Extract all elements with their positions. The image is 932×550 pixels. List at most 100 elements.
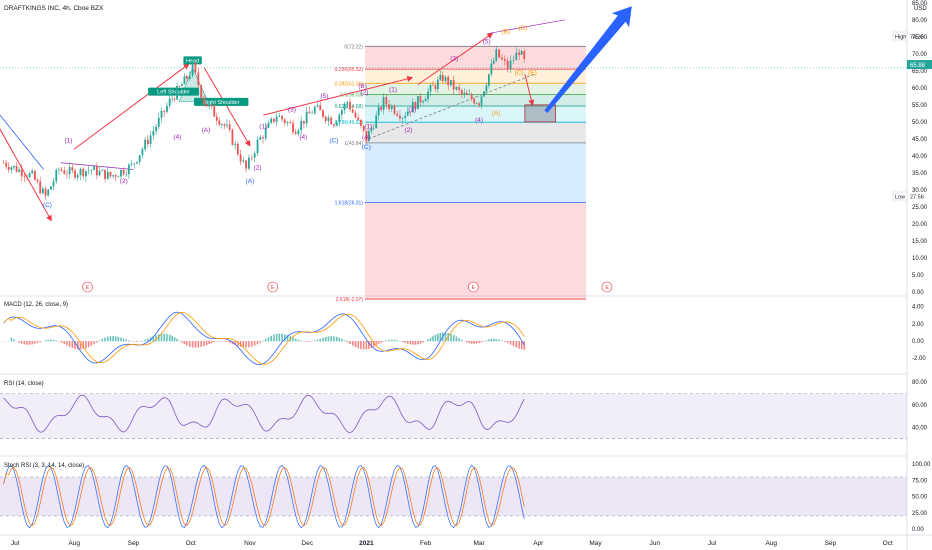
head-shoulders-pattern[interactable] [178, 66, 209, 102]
trendline-blue[interactable] [0, 114, 44, 170]
macd-histogram-bar [133, 341, 136, 342]
trend-arrow-red[interactable] [524, 74, 535, 106]
candle-body [262, 137, 264, 139]
low-value: 27.56 [910, 195, 924, 201]
stoch-pane[interactable]: 100.00 75.00 50.00 25.00 0.00 [0, 462, 931, 533]
macd-histogram-bar [297, 339, 300, 342]
price-tick-label: 75.00 [912, 35, 928, 41]
candle-body [60, 169, 63, 171]
candle-body [523, 50, 526, 59]
macd-signal-line [3, 312, 525, 365]
time-tick-label: Aug [68, 540, 80, 547]
candle-body [242, 160, 245, 162]
rsi-pane[interactable]: 80.00 60.00 40.00 [0, 380, 928, 440]
macd-histogram-bar [101, 338, 104, 342]
price-tick-label: 10.00 [912, 256, 928, 262]
trend-arrow-red[interactable] [73, 63, 190, 150]
candle-body [120, 169, 122, 177]
candle-body [492, 60, 495, 64]
macd-histogram-bar [501, 340, 503, 342]
candle-body [36, 179, 39, 182]
candle-body [300, 121, 303, 131]
candle-body [203, 97, 205, 105]
fib-level-label: 0(72.22) [344, 44, 363, 50]
candle-body [283, 119, 286, 124]
macd-histogram-bar [461, 339, 463, 342]
candle-body [330, 117, 333, 125]
candle-body [509, 60, 512, 70]
fib-level-label: 0.618(54.68) [335, 104, 364, 110]
price-tick-label: 5.00 [912, 273, 924, 279]
macd-histogram-bar [163, 333, 166, 342]
candle-body [324, 116, 327, 121]
candle-body [13, 165, 15, 168]
candle-body [278, 115, 281, 117]
projection-arrow-blue[interactable] [537, 0, 640, 119]
wave-label: (A) [492, 110, 501, 117]
candle-body [178, 85, 181, 87]
earnings-marker[interactable] [267, 281, 279, 293]
candle-body [322, 110, 324, 117]
macd-histogram-bar [194, 341, 197, 348]
candle-body [87, 170, 90, 172]
macd-histogram-bar [388, 339, 390, 342]
fibonacci-retracement[interactable]: 0(72.22) 0.236(65.52) 0.382(61.36) 0.5(58.0… [335, 44, 586, 303]
macd-histogram-bar [128, 340, 130, 342]
macd-histogram-bar [278, 333, 281, 342]
fib-level-label: 1(43.84) [344, 141, 363, 147]
macd-histogram-bar [512, 341, 515, 347]
price-axis[interactable]: 85.00 80.00 75.00 70.00 65.00 60.00 55.00 50.00… [912, 1, 928, 296]
time-tick-label: Apr [533, 540, 544, 547]
macd-histogram-bar [478, 341, 480, 344]
macd-histogram-bar [351, 341, 354, 346]
candle-body [39, 181, 42, 194]
fib-zone [365, 83, 586, 95]
trend-arrow-red[interactable] [417, 32, 494, 85]
macd-pane[interactable]: 4.00 2.00 0.00 -2.00 [2, 305, 927, 366]
candle-body [390, 106, 393, 109]
candle-body [452, 80, 455, 90]
macd-histogram-bar [181, 341, 183, 343]
candle-body [18, 169, 21, 172]
candle-body [76, 175, 79, 178]
earnings-marker[interactable] [82, 281, 93, 293]
candle-body [380, 107, 383, 110]
trend-arrow-red[interactable] [263, 75, 414, 116]
candle-body [163, 110, 166, 112]
candle-body [79, 168, 82, 176]
trend-arrow-red[interactable] [203, 67, 251, 147]
trendline-purple[interactable] [488, 19, 566, 34]
price-tick-label: 60.00 [912, 86, 928, 92]
candle-body [335, 122, 338, 126]
candle-body [253, 153, 256, 158]
macd-tick-label: 0.00 [912, 339, 924, 345]
macd-histogram-bar [506, 341, 509, 344]
macd-histogram-bar [166, 333, 168, 342]
earnings-marker-label: E [271, 285, 275, 291]
earnings-marker[interactable] [468, 281, 479, 293]
candle-body [365, 130, 368, 142]
macd-histogram-bar [406, 341, 409, 344]
earnings-marker[interactable] [601, 281, 613, 293]
macd-histogram-bar [404, 341, 407, 343]
candle-body [506, 60, 509, 70]
candle-body [136, 161, 138, 164]
low-label: Low [895, 195, 905, 201]
candle-body [333, 124, 335, 126]
candle-body [478, 103, 480, 106]
macd-histogram-bar [427, 339, 429, 342]
macd-histogram-bar [186, 341, 188, 346]
wave-label: (4) [475, 117, 483, 124]
wave-label: (4) [299, 134, 307, 141]
macd-histogram-bar [292, 337, 294, 342]
rsi-line [3, 394, 525, 434]
time-axis[interactable]: Jul Aug Sep Oct Nov Dec 2021 Feb Mar Apr May Jun Jul… [11, 540, 893, 547]
price-tick-label: 55.00 [912, 103, 928, 109]
stoch-d-line [3, 466, 525, 527]
macd-histogram-bar [273, 334, 275, 342]
candle-body [351, 109, 354, 113]
candle-body [55, 170, 58, 182]
candle-body [406, 111, 409, 116]
candle-body [66, 173, 68, 175]
